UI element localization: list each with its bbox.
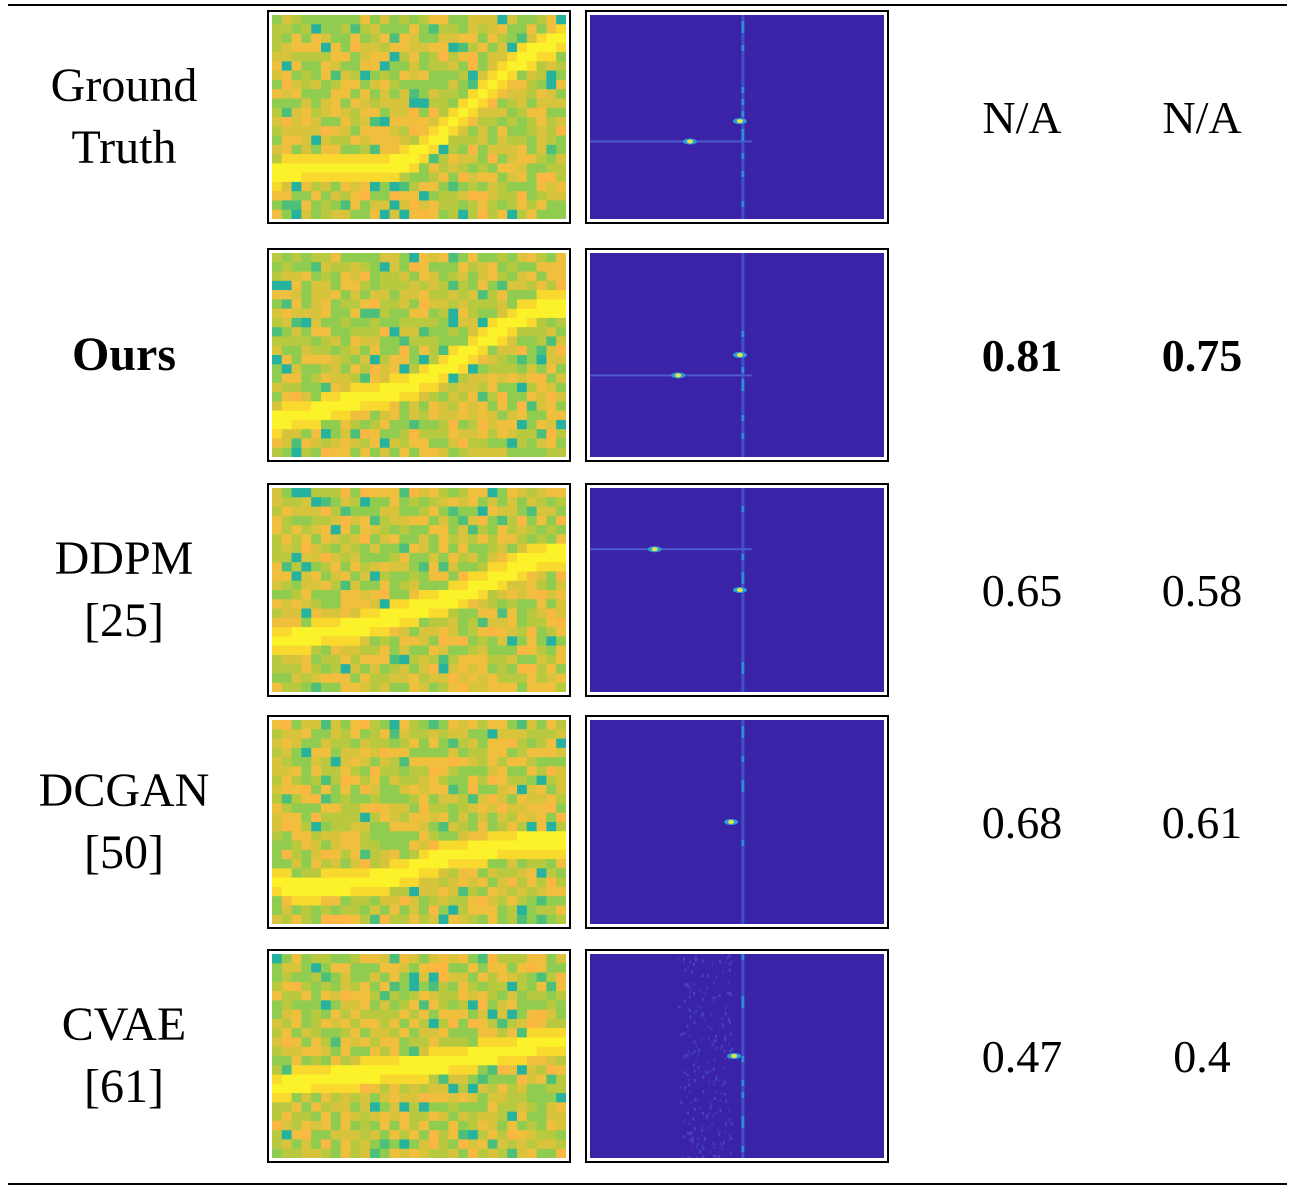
spectrum-peak xyxy=(728,820,735,824)
spectrum-horizontal-line xyxy=(590,374,752,377)
spectrum-noise xyxy=(678,954,733,1158)
row-label: CVAE [61] xyxy=(14,949,234,1163)
metric-1-value: 0.68 xyxy=(981,796,1063,848)
row-label-line2: [50] xyxy=(84,826,164,879)
spectrum-peak xyxy=(736,353,743,357)
spectrum-peak xyxy=(651,547,658,552)
spectrum-plot xyxy=(585,248,889,462)
spectrum-horizontal-line xyxy=(590,140,752,143)
row-label-line2: Truth xyxy=(71,121,177,174)
spectrum-background xyxy=(590,15,884,219)
spectrum-plot xyxy=(585,949,889,1163)
metric-1-value: 0.65 xyxy=(981,564,1063,616)
table-row-ddpm: DDPM [25] 0.65 0.58 xyxy=(0,483,1299,697)
spectrum-vertical-line xyxy=(741,253,745,457)
table-row-cvae: CVAE [61] 0.47 0.4 xyxy=(0,949,1299,1163)
spectrum-peak xyxy=(686,139,693,144)
table-row-ours: Ours 0.81 0.75 xyxy=(0,248,1299,462)
table-row-dcgan: DCGAN [50] 0.68 0.61 xyxy=(0,715,1299,929)
spectrum-peak xyxy=(736,119,743,124)
row-label-line1: DCGAN xyxy=(38,764,210,817)
heatmap-cells xyxy=(272,15,566,219)
metric-2-value: N/A xyxy=(1162,91,1242,143)
heatmap-cells xyxy=(272,253,566,457)
spectrum-peak xyxy=(731,1054,738,1058)
row-label: Ground Truth xyxy=(14,10,234,224)
spectrum-vertical-line xyxy=(741,488,745,692)
row-label-line1: DDPM xyxy=(54,532,194,585)
row-label-line1: CVAE xyxy=(61,998,187,1051)
spectrum-peak xyxy=(675,373,682,378)
signal-heatmap xyxy=(267,248,571,462)
table-row-ground-truth: Ground Truth N/A N/A xyxy=(0,10,1299,224)
metric-1-value: N/A xyxy=(982,91,1062,143)
row-label-line1: Ground xyxy=(50,59,198,112)
metric-1-value: 0.47 xyxy=(981,1030,1063,1082)
heatmap-cells xyxy=(272,954,566,1158)
metric-2-value: 0.61 xyxy=(1161,796,1243,848)
metric-2-value: 0.75 xyxy=(1161,329,1243,381)
row-label: Ours xyxy=(14,248,234,462)
signal-heatmap xyxy=(267,483,571,697)
spectrum-horizontal-line xyxy=(590,548,752,551)
row-label-line1: Ours xyxy=(71,328,176,381)
signal-heatmap xyxy=(267,10,571,224)
row-label: DDPM [25] xyxy=(14,483,234,697)
row-label-line2: [25] xyxy=(84,594,164,647)
heatmap-cells xyxy=(272,720,566,924)
spectrum-plot xyxy=(585,483,889,697)
metric-1-value: 0.81 xyxy=(981,329,1063,381)
spectrum-plot xyxy=(585,715,889,929)
heatmap-cells xyxy=(272,488,566,692)
spectrum-vertical-line xyxy=(741,954,745,1158)
spectrum-vertical-line xyxy=(741,15,745,219)
metric-2-value: 0.4 xyxy=(1173,1030,1231,1082)
signal-heatmap xyxy=(267,949,571,1163)
spectrum-plot xyxy=(585,10,889,224)
table-bottom-rule xyxy=(8,1183,1287,1185)
spectrum-vertical-line xyxy=(741,720,745,924)
row-label: DCGAN [50] xyxy=(14,715,234,929)
table-top-rule xyxy=(8,4,1287,6)
metric-2-value: 0.58 xyxy=(1161,564,1243,616)
row-label-line2: [61] xyxy=(84,1060,164,1113)
spectrum-peak xyxy=(736,588,743,592)
signal-heatmap xyxy=(267,715,571,929)
